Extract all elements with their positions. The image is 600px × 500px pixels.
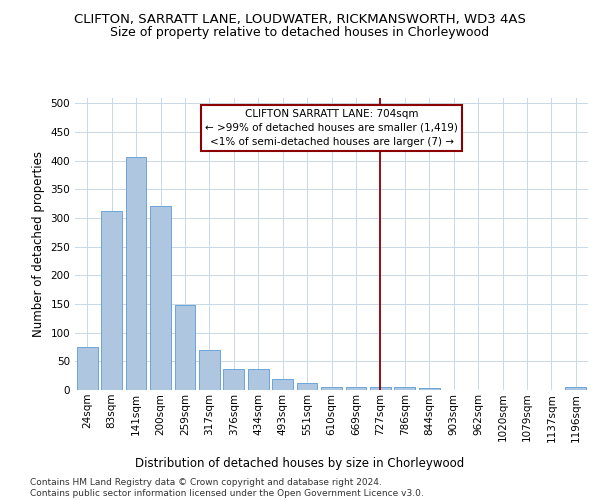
Bar	[419, 388, 440, 390]
Text: Size of property relative to detached houses in Chorleywood: Size of property relative to detached ho…	[110, 26, 490, 39]
Text: Distribution of detached houses by size in Chorleywood: Distribution of detached houses by size …	[136, 458, 464, 470]
Bar	[175, 305, 196, 390]
Text: CLIFTON SARRATT LANE: 704sqm
← >99% of detached houses are smaller (1,419)
<1% o: CLIFTON SARRATT LANE: 704sqm ← >99% of d…	[205, 109, 458, 147]
Y-axis label: Number of detached properties: Number of detached properties	[32, 151, 45, 337]
Bar	[150, 206, 171, 390]
Bar	[272, 378, 293, 390]
Text: CLIFTON, SARRATT LANE, LOUDWATER, RICKMANSWORTH, WD3 4AS: CLIFTON, SARRATT LANE, LOUDWATER, RICKMA…	[74, 12, 526, 26]
Bar	[248, 370, 269, 390]
Bar	[125, 157, 146, 390]
Text: Contains HM Land Registry data © Crown copyright and database right 2024.
Contai: Contains HM Land Registry data © Crown c…	[30, 478, 424, 498]
Bar	[101, 211, 122, 390]
Bar	[565, 387, 586, 390]
Bar	[370, 386, 391, 390]
Bar	[77, 347, 98, 390]
Bar	[223, 370, 244, 390]
Bar	[346, 386, 367, 390]
Bar	[199, 350, 220, 390]
Bar	[321, 386, 342, 390]
Bar	[394, 387, 415, 390]
Bar	[296, 382, 317, 390]
